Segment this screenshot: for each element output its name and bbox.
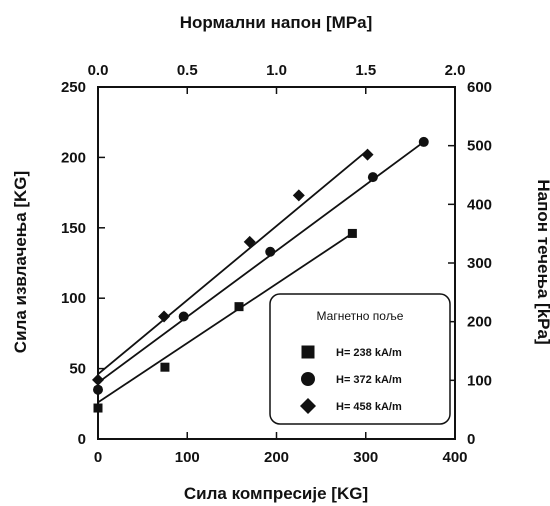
y-tick-label: 100 [61, 290, 86, 307]
x2-tick-label: 1.5 [355, 62, 376, 79]
y2-tick-label: 100 [467, 372, 492, 389]
legend-title: Магнетно поље [317, 309, 404, 323]
fit-line-series-2 [97, 141, 425, 384]
y-tick-label: 0 [78, 431, 86, 448]
x2-tick-label: 1.0 [266, 62, 287, 79]
x-tick-label: 100 [175, 449, 200, 466]
y-tick-label: 250 [61, 79, 86, 96]
y2-tick-label: 300 [467, 255, 492, 272]
x-axis-title: Сила компресије [KG] [184, 484, 368, 503]
y-tick-label: 150 [61, 220, 86, 237]
x2-tick-label: 2.0 [445, 62, 466, 79]
legend-label-series-2: H= 372 kA/m [336, 374, 402, 386]
data-point-series-2 [418, 136, 429, 147]
y2-tick-label: 0 [467, 431, 475, 448]
y2-axis-title: Напон течења [kPa] [534, 179, 550, 344]
x2-axis-title: Нормални напон [MPa] [180, 13, 373, 32]
y-axis-title: Сила извлачења [KG] [11, 171, 30, 353]
fit-line-series-1 [97, 232, 353, 404]
y2-tick-label: 400 [467, 196, 492, 213]
y2-tick-label: 500 [467, 138, 492, 155]
legend-marker-series-1 [301, 345, 315, 359]
x-tick-label: 200 [264, 449, 289, 466]
data-point-series-1 [234, 302, 244, 312]
y2-tick-label: 200 [467, 314, 492, 331]
data-point-series-3 [292, 189, 305, 202]
data-point-series-2 [265, 246, 276, 257]
y-tick-label: 50 [69, 361, 86, 378]
ticks: 0 100 200 300 400 0.0 0.5 1.0 1.5 2.0 0 50 100 150 200… [61, 62, 492, 466]
legend-label-series-3: H= 458 kA/m [336, 401, 402, 413]
x-tick-label: 300 [353, 449, 378, 466]
x-tick-label: 400 [442, 449, 467, 466]
data-point-series-1 [160, 362, 170, 372]
data-point-series-1 [347, 228, 357, 238]
legend-items: H= 238 kA/m H= 372 kA/m H= 458 kA/m [300, 345, 402, 414]
x-tick-label: 0 [94, 449, 102, 466]
legend-label-series-1: H= 238 kA/m [336, 347, 402, 359]
data-point-series-2 [367, 172, 378, 183]
y-tick-label: 200 [61, 149, 86, 166]
markers [92, 136, 429, 413]
data-point-series-3 [158, 310, 171, 323]
data-point-series-3 [243, 235, 256, 248]
data-point-series-3 [92, 373, 104, 386]
x2-tick-label: 0.5 [177, 62, 198, 79]
data-point-series-1 [93, 403, 103, 413]
legend-marker-series-3 [300, 398, 316, 414]
data-point-series-3 [361, 148, 374, 161]
fit-lines [97, 141, 425, 404]
data-point-series-2 [93, 384, 103, 395]
legend-box [269, 293, 451, 425]
fit-line-series-3 [97, 149, 369, 375]
legend-marker-series-2 [301, 372, 315, 386]
y2-tick-label: 600 [467, 79, 492, 96]
x2-tick-label: 0.0 [88, 62, 109, 79]
legend: Магнетно поље H= 238 kA/m H= 372 kA/m H= 4… [269, 293, 451, 425]
data-point-series-2 [178, 311, 189, 322]
